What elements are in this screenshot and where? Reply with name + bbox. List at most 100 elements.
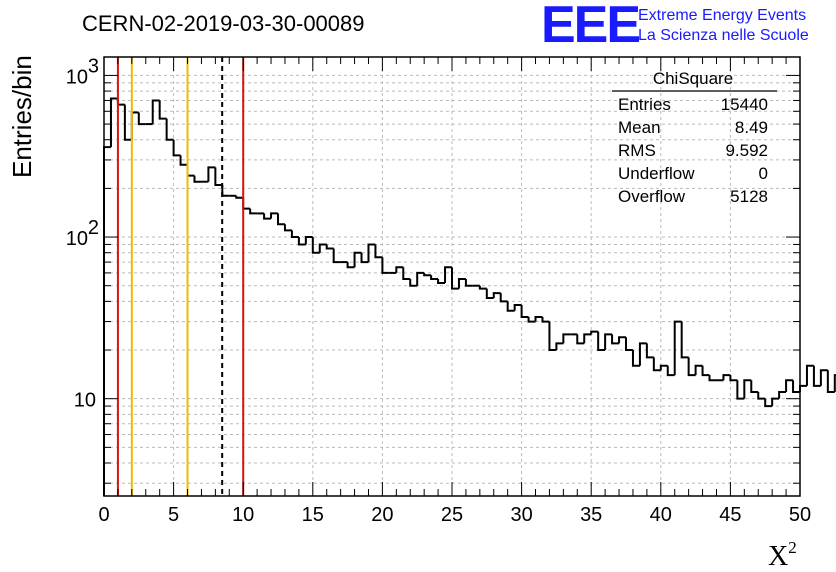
- histogram-bin: [325, 244, 334, 250]
- histogram-bin: [555, 342, 564, 351]
- histogram-bin: [457, 278, 466, 289]
- histogram-bin: [360, 252, 369, 264]
- histogram-bin: [207, 166, 216, 182]
- histogram-bin: [562, 333, 571, 344]
- histogram-bin: [541, 317, 550, 323]
- histogram-bin: [785, 379, 794, 392]
- chart-title: CERN-02-2019-03-30-00089: [82, 11, 365, 36]
- histogram-bin: [277, 213, 285, 226]
- histogram-bin: [332, 248, 341, 264]
- histogram-bin: [270, 212, 278, 219]
- histogram-bin: [116, 98, 125, 106]
- histogram-bin: [708, 375, 717, 382]
- histogram-bin: [625, 337, 633, 352]
- histogram-bin: [743, 379, 752, 399]
- histogram-bin: [179, 155, 188, 166]
- stats-box: ChiSquare Entries 15440 Mean 8.49 RMS 9.…: [612, 69, 777, 206]
- histogram-bin: [833, 374, 836, 392]
- histogram-bin: [513, 303, 522, 311]
- logo-line-1: Extreme Energy Events: [638, 7, 806, 24]
- histogram-bin: [304, 236, 313, 245]
- histogram-bin: [451, 267, 459, 290]
- histogram-bin: [318, 243, 327, 253]
- histogram-bin: [687, 357, 696, 377]
- histogram-bin: [611, 334, 620, 345]
- histogram-bin: [290, 230, 299, 239]
- histogram-bin: [638, 342, 647, 366]
- histogram-bin: [249, 208, 258, 215]
- histogram-bin: [430, 275, 439, 281]
- histogram-bin: [186, 164, 195, 177]
- histogram-bin: [499, 293, 508, 303]
- y-tick-label: 10: [66, 66, 88, 88]
- histogram-bin: [680, 321, 689, 359]
- histogram-bin: [757, 391, 766, 400]
- histogram-bin: [193, 175, 202, 183]
- x-tick-label: 20: [371, 504, 393, 526]
- x-tick-label: 0: [98, 504, 109, 526]
- histogram-bin: [242, 197, 251, 210]
- histogram-bin: [374, 244, 383, 259]
- stats-label-rms: RMS: [618, 141, 656, 160]
- x-axis-label-main: X: [768, 541, 788, 572]
- histogram-bin: [722, 374, 731, 381]
- histogram-bin: [666, 365, 675, 377]
- histogram-bin: [576, 334, 585, 345]
- y-axis-label: Entries/bin: [7, 55, 37, 178]
- histogram-bin: [527, 317, 536, 323]
- logo-line-2: La Scienza nelle Scuole: [638, 27, 809, 44]
- stats-label-entries: Entries: [618, 95, 671, 114]
- histogram-bin: [172, 139, 181, 157]
- histogram-bin: [395, 266, 404, 273]
- histogram-bin: [792, 380, 800, 393]
- histogram-bin: [437, 279, 446, 284]
- histogram-bin: [506, 301, 515, 312]
- histogram-bin: [652, 357, 661, 372]
- x-tick-label: 25: [441, 504, 463, 526]
- x-tick-label: 10: [232, 504, 254, 526]
- histogram-bin: [423, 272, 432, 277]
- y-tick-exponent: 3: [88, 55, 99, 77]
- histogram-bin: [158, 100, 167, 120]
- x-axis-label-superscript: 2: [788, 538, 797, 557]
- histogram-bin: [381, 257, 390, 274]
- stats-label-overflow: Overflow: [618, 187, 686, 206]
- stats-title: ChiSquare: [653, 69, 733, 88]
- histogram-bin: [214, 167, 223, 186]
- y-tick-exponent: 2: [88, 217, 99, 239]
- x-tick-label: 45: [719, 504, 741, 526]
- histogram-bin: [485, 288, 494, 299]
- histogram-bin: [597, 331, 606, 352]
- x-tick-label: 50: [789, 504, 811, 526]
- histogram-bin: [235, 195, 244, 199]
- histogram-bin: [130, 111, 139, 140]
- histogram-bin: [137, 112, 146, 126]
- histogram-bin: [645, 343, 654, 359]
- histogram-bin: [590, 330, 599, 335]
- x-tick-label: 35: [580, 504, 602, 526]
- histogram-bin: [764, 398, 773, 408]
- histogram-bin: [409, 279, 418, 287]
- axis-ticks: [103, 57, 801, 496]
- reference-lines: [116, 57, 245, 496]
- stats-label-mean: Mean: [618, 118, 661, 137]
- histogram-bin: [799, 384, 807, 392]
- eee-logo: EEE: [541, 0, 639, 54]
- histogram-bin: [729, 375, 738, 382]
- histogram-bin: [464, 279, 473, 287]
- x-tick-label: 5: [168, 504, 179, 526]
- x-tick-labels: 0 5 10 15 20 25 30 35 40 45 50: [98, 504, 811, 526]
- stats-value-entries: 15440: [721, 95, 768, 114]
- stats-value-underflow: 0: [759, 164, 768, 183]
- histogram-bin: [826, 370, 835, 393]
- histogram-bin: [346, 262, 355, 269]
- stats-value-mean: 8.49: [735, 118, 768, 137]
- histogram-bin: [736, 380, 745, 400]
- stats-value-overflow: 5128: [730, 187, 768, 206]
- stats-value-rms: 9.592: [725, 141, 768, 160]
- histogram-bin: [221, 184, 230, 197]
- histogram-bin: [367, 243, 376, 263]
- histogram-bin: [812, 365, 821, 387]
